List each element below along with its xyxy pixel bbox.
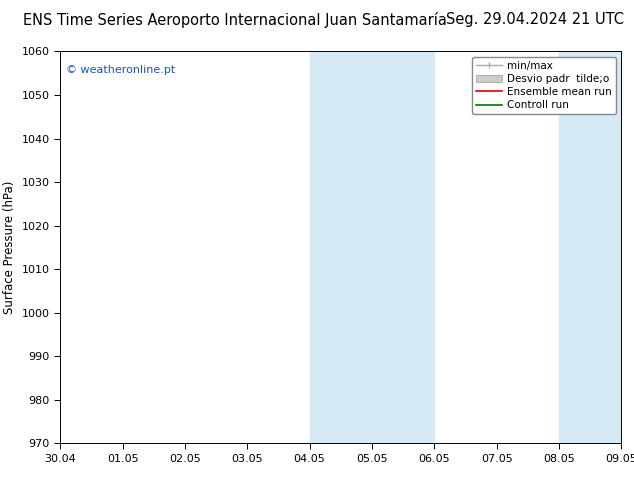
Text: ENS Time Series Aeroporto Internacional Juan Santamaría: ENS Time Series Aeroporto Internacional …	[23, 12, 446, 28]
Bar	[309, 51, 372, 443]
Text: Seg. 29.04.2024 21 UTC: Seg. 29.04.2024 21 UTC	[446, 12, 624, 27]
Bar	[372, 51, 434, 443]
Legend: min/max, Desvio padr  tilde;o, Ensemble mean run, Controll run: min/max, Desvio padr tilde;o, Ensemble m…	[472, 57, 616, 114]
Text: © weatheronline.pt: © weatheronline.pt	[66, 65, 175, 75]
Bar	[559, 51, 621, 443]
Y-axis label: Surface Pressure (hPa): Surface Pressure (hPa)	[3, 181, 16, 314]
